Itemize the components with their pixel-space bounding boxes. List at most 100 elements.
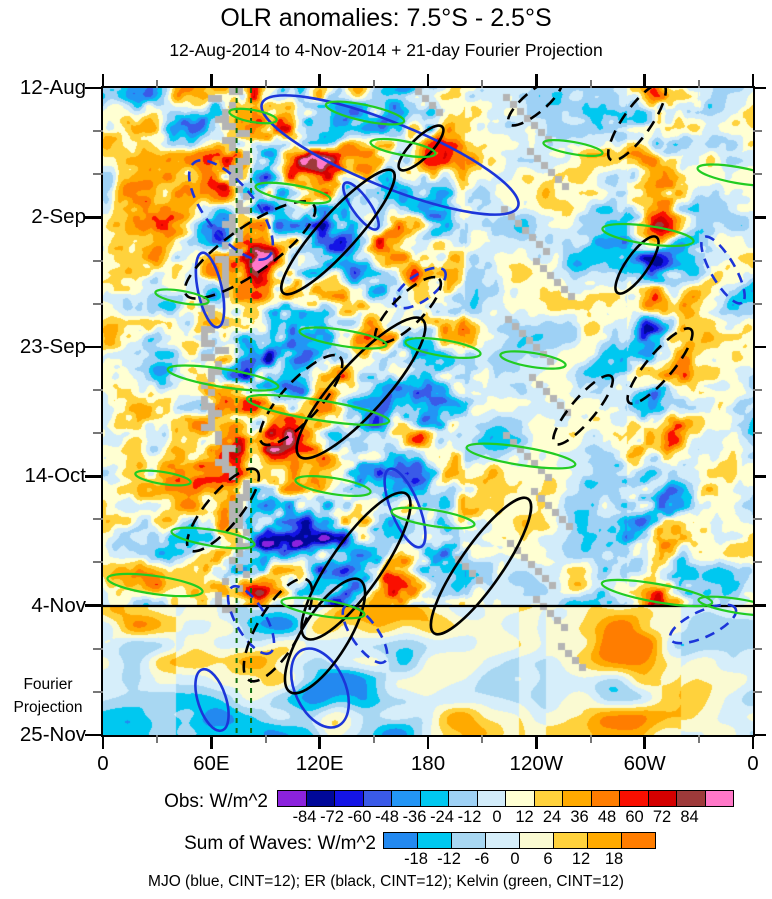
x-axis-tick-major bbox=[535, 735, 538, 749]
x-axis-tick-label: 180 bbox=[410, 752, 446, 775]
colorbar-segment bbox=[534, 791, 563, 806]
y-axis-tick-label: 23-Sep bbox=[19, 334, 86, 358]
y-axis-tick-major bbox=[85, 86, 103, 90]
colorbar-tick-label: 0 bbox=[510, 850, 520, 868]
x-axis-tick-label: 60E bbox=[193, 752, 230, 775]
x-axis-tick-minor bbox=[372, 80, 375, 88]
x-axis-tick-minor bbox=[589, 80, 592, 88]
y-axis-tick-minor bbox=[753, 518, 762, 521]
y-axis-tick-label: 2-Sep bbox=[31, 205, 86, 229]
y-axis-tick-major bbox=[753, 345, 766, 349]
y-axis-tick-minor bbox=[93, 561, 103, 564]
x-axis-tick-minor bbox=[589, 735, 592, 743]
x-axis-tick-major bbox=[643, 735, 646, 749]
y-axis-tick-minor bbox=[753, 388, 762, 391]
y-axis-tick-minor bbox=[93, 647, 103, 650]
x-axis-tick-major bbox=[426, 74, 430, 88]
x-axis-tick-major bbox=[318, 735, 321, 749]
colorbar-segment bbox=[363, 791, 392, 806]
colorbar-tick-label: -60 bbox=[347, 808, 372, 826]
colorbar-tick-label: 72 bbox=[652, 808, 672, 826]
colorbar-segment bbox=[588, 833, 622, 848]
colorbar-tick-label: 48 bbox=[597, 808, 617, 826]
y-axis-tick-major bbox=[753, 604, 766, 607]
colorbar-tick-label: -84 bbox=[292, 808, 317, 826]
colorbar-tick-label: -36 bbox=[402, 808, 427, 826]
colorbar-segment bbox=[677, 791, 706, 806]
y-axis-tick-minor bbox=[93, 388, 103, 391]
y-axis-tick-minor bbox=[753, 130, 762, 133]
colorbar-tick-label: -48 bbox=[375, 808, 399, 826]
x-axis-tick-major bbox=[535, 74, 538, 88]
colorbar-tick-label: 18 bbox=[604, 850, 624, 868]
x-axis-tick-major bbox=[210, 735, 213, 749]
y-axis-tick-major bbox=[85, 604, 103, 607]
colorbar-segment bbox=[554, 833, 588, 848]
colorbar-segment bbox=[306, 791, 335, 806]
x-axis-tick-minor bbox=[156, 80, 159, 88]
x-axis-tick-label: 60W bbox=[623, 752, 666, 775]
colorbar-tick-label: 12 bbox=[515, 808, 534, 826]
colorbar-tick-label: -24 bbox=[430, 808, 454, 826]
y-axis-tick-major bbox=[753, 733, 766, 737]
y-axis-tick-minor bbox=[93, 432, 103, 435]
x-axis-tick-major bbox=[210, 74, 213, 88]
colorbar-tick-label: -18 bbox=[404, 850, 428, 868]
y-axis-tick-major bbox=[753, 216, 766, 219]
colorbar-segment bbox=[392, 791, 421, 806]
x-axis-tick-major bbox=[101, 735, 105, 749]
y-axis-tick-minor bbox=[753, 302, 762, 305]
x-axis-tick-major bbox=[101, 74, 105, 88]
y-axis-tick-major bbox=[85, 216, 103, 219]
y-axis-tick-minor bbox=[93, 259, 103, 262]
colorbar-segment bbox=[620, 791, 649, 806]
y-axis-tick-minor bbox=[753, 259, 762, 262]
fourier-projection-label-line1: Fourier bbox=[23, 676, 73, 693]
plot-area bbox=[103, 88, 753, 735]
y-axis-tick-minor bbox=[93, 302, 103, 305]
colorbar-tick-label: 36 bbox=[570, 808, 589, 826]
x-axis-tick-major bbox=[426, 735, 430, 749]
y-axis-tick-minor bbox=[753, 173, 762, 176]
colorbar-tick-label: -12 bbox=[437, 850, 461, 868]
y-axis-tick-label: 12-Aug bbox=[19, 76, 86, 99]
y-axis-tick-minor bbox=[753, 561, 762, 564]
colorbar-tick-label: -6 bbox=[474, 850, 490, 868]
colorbar-segment bbox=[420, 791, 449, 806]
x-axis-tick-major bbox=[643, 74, 646, 88]
waves-colorbar-label: Sum of Waves: W/m^2 bbox=[184, 833, 376, 854]
colorbar-segment bbox=[449, 791, 478, 806]
colorbar-segment bbox=[563, 791, 592, 806]
plot-frame bbox=[101, 86, 755, 737]
colorbar-tick-label: 0 bbox=[492, 808, 502, 826]
colorbar-segment bbox=[477, 791, 506, 806]
page-title: OLR anomalies: 7.5°S - 2.5°S bbox=[220, 4, 552, 32]
y-axis-tick-minor bbox=[93, 130, 103, 133]
colorbar-segment bbox=[384, 833, 418, 848]
obs-colorbar-label: Obs: W/m^2 bbox=[164, 791, 268, 812]
colorbar-segment bbox=[452, 833, 486, 848]
colorbar-tick-label: 84 bbox=[680, 808, 699, 826]
x-axis-tick-label: 120W bbox=[509, 752, 564, 775]
y-axis-tick-minor bbox=[753, 647, 762, 650]
x-axis-tick-minor bbox=[156, 735, 159, 743]
x-axis-tick-minor bbox=[697, 80, 700, 88]
colorbar-segment bbox=[705, 791, 733, 806]
y-axis-tick-minor bbox=[93, 690, 103, 693]
colorbar-segment bbox=[506, 791, 535, 806]
colorbar-tick-label: 6 bbox=[543, 850, 553, 868]
y-axis-tick-label: 25-Nov bbox=[19, 723, 86, 746]
x-axis-tick-minor bbox=[697, 735, 700, 743]
x-axis-tick-minor bbox=[372, 735, 375, 743]
colorbar-segment bbox=[335, 791, 364, 806]
colorbar-tick-label: -12 bbox=[457, 808, 482, 826]
y-axis-tick-major bbox=[85, 733, 103, 737]
fourier-projection-label-line2: Projection bbox=[13, 699, 83, 716]
waves-colorbar bbox=[383, 832, 656, 849]
x-axis-tick-minor bbox=[264, 80, 267, 88]
y-axis-tick-label: 4-Nov bbox=[31, 593, 86, 617]
subtitle: 12-Aug-2014 to 4-Nov-2014 + 21-day Fouri… bbox=[169, 40, 603, 60]
y-axis-tick-minor bbox=[93, 518, 103, 521]
obs-colorbar bbox=[277, 790, 734, 807]
